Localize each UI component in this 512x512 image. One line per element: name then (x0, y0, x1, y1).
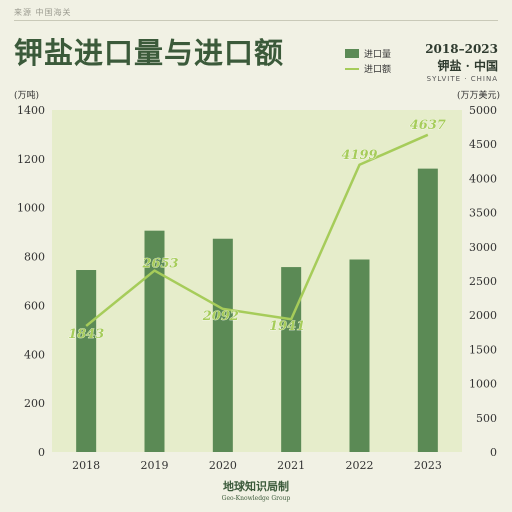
right-axis: 0 500 1000 1500 2000 2500 3000 3500 4000 4500 5000 (469, 104, 497, 459)
legend-item-line: 进口额 (345, 61, 391, 76)
bar (349, 259, 370, 452)
right-tick-label: 4000 (469, 172, 497, 185)
left-tick-label: 1400 (17, 104, 45, 117)
plot-area (52, 110, 462, 452)
brand-name-en: Geo-Knowledge Group (221, 495, 291, 502)
brand-name: 地球知识局制 (223, 480, 289, 493)
x-axis: 2018 2019 2020 2021 2022 2023 (72, 459, 442, 472)
bar (212, 238, 233, 452)
line-data-label: 4199 (341, 148, 377, 163)
left-axis-unit: (万吨) (14, 91, 40, 101)
chart-title: 钾盐进口量与进口额 (14, 36, 285, 70)
right-tick-label: 3000 (469, 241, 497, 254)
line-data-label: 4637 (410, 118, 446, 133)
x-tick-label: 2022 (346, 459, 374, 472)
legend-bar-swatch (345, 49, 359, 58)
right-axis-unit: (万万美元) (456, 91, 500, 101)
header-divider (14, 20, 498, 21)
x-tick-label: 2019 (141, 459, 169, 472)
x-tick-label: 2018 (72, 459, 100, 472)
right-tick-label: 0 (490, 446, 497, 459)
left-tick-label: 200 (24, 397, 45, 410)
right-tick-label: 500 (476, 412, 497, 425)
left-tick-label: 1000 (17, 202, 45, 215)
right-tick-label: 1000 (469, 378, 497, 391)
line-data-label: 2653 (141, 257, 178, 272)
year-range: 2018–2023 (425, 42, 498, 56)
right-tick-label: 4500 (469, 138, 497, 151)
brand-mark: 地球知识局制 Geo-Knowledge Group (0, 478, 512, 502)
left-tick-label: 1200 (17, 153, 45, 166)
right-tick-label: 1500 (469, 343, 497, 356)
x-tick-label: 2020 (209, 459, 237, 472)
line-data-label: 1843 (68, 327, 104, 342)
legend-line-label: 进口额 (364, 65, 392, 75)
line-data-label: 1941 (269, 319, 305, 334)
bar (417, 168, 438, 452)
legend: 进口量 进口额 (345, 46, 391, 76)
bar (76, 270, 97, 452)
x-tick-label: 2021 (277, 459, 305, 472)
line-path (85, 133, 429, 327)
source-note: 来源 中国海关 (14, 8, 72, 17)
left-tick-label: 600 (24, 299, 45, 312)
right-tick-label: 3500 (469, 207, 497, 220)
legend-item-bar: 进口量 (345, 46, 391, 61)
bar (281, 267, 302, 452)
line-series: 1843 2653 2092 1941 4199 4637 (68, 118, 446, 343)
x-tick-label: 2023 (414, 459, 442, 472)
right-tick-label: 2000 (469, 309, 497, 322)
left-tick-label: 0 (38, 446, 45, 459)
bar-series (76, 168, 438, 452)
subject-label-en: SYLVITE · CHINA (426, 75, 498, 83)
chart-meta: 2018–2023 钾盐 · 中国 SYLVITE · CHINA (425, 42, 498, 83)
right-tick-label: 2500 (469, 275, 497, 288)
legend-bar-label: 进口量 (364, 50, 392, 60)
right-tick-label: 5000 (469, 104, 497, 117)
legend-line-swatch (345, 67, 359, 70)
left-axis: 0 200 400 600 800 1000 1200 1400 (17, 104, 45, 459)
left-tick-label: 800 (24, 251, 45, 264)
subject-label: 钾盐 · 中国 (437, 59, 498, 73)
left-tick-label: 400 (24, 348, 45, 361)
bar (144, 230, 165, 452)
line-data-label: 2092 (202, 309, 239, 324)
